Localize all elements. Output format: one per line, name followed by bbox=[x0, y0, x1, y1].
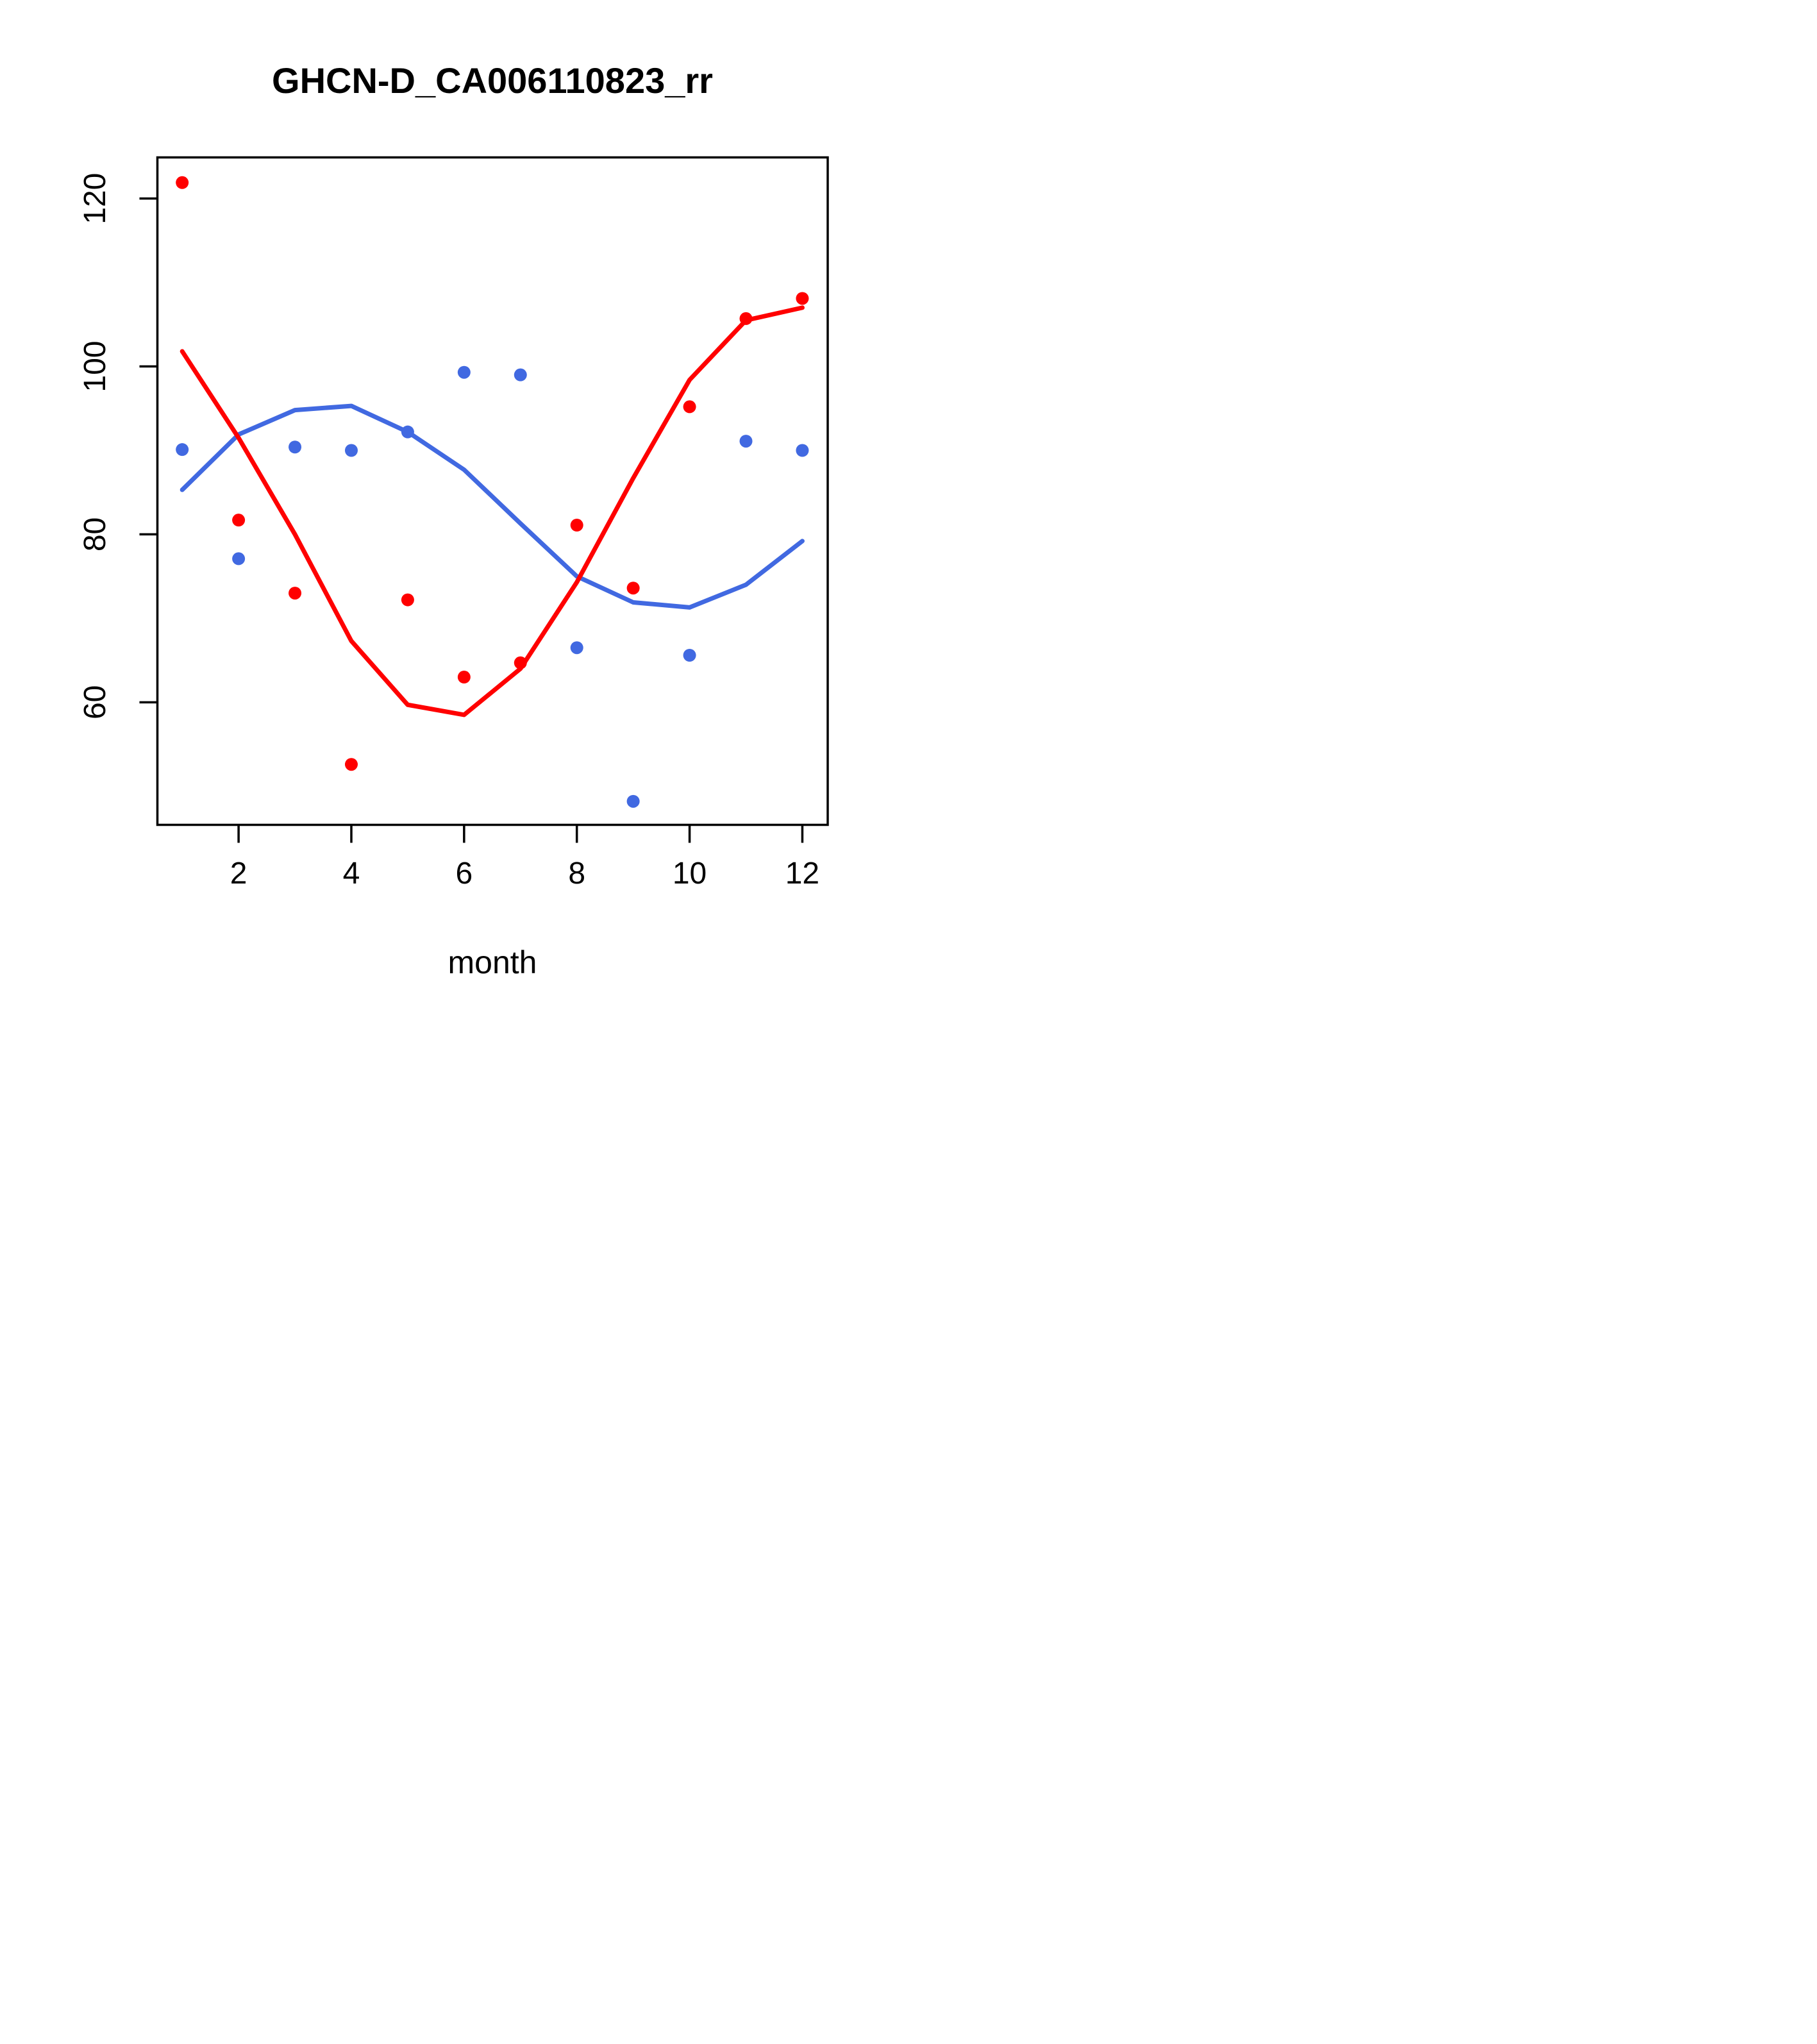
red-point-m1 bbox=[176, 176, 189, 189]
blue-point-m12 bbox=[796, 444, 809, 457]
red-point-m11 bbox=[739, 312, 753, 325]
plot-box bbox=[156, 156, 829, 826]
blue-point-m10 bbox=[683, 648, 696, 662]
y-tick-label: 60 bbox=[78, 685, 112, 719]
y-tick-label: 120 bbox=[78, 173, 112, 224]
x-tick-label: 6 bbox=[455, 857, 473, 891]
red-point-m10 bbox=[683, 400, 696, 414]
x-tick-label: 10 bbox=[673, 857, 707, 891]
y-tick-label: 100 bbox=[78, 341, 112, 392]
y-axis: 60 80 100 120 bbox=[78, 173, 158, 719]
x-tick-label: 12 bbox=[785, 857, 819, 891]
blue-point-m7 bbox=[514, 368, 527, 381]
blue-point-m3 bbox=[289, 440, 302, 454]
chart-title: GHCN-D_CA006110823_rr bbox=[272, 60, 713, 101]
red-point-m7 bbox=[514, 656, 527, 669]
red-point-m9 bbox=[626, 582, 640, 595]
r-plot-figure: GHCN-D_CA006110823_rr 2 4 6 8 10 12 60 80 100 12… bbox=[0, 0, 908, 1022]
red-point-m12 bbox=[796, 292, 809, 305]
blue-smooth-line bbox=[180, 403, 805, 610]
chart: GHCN-D_CA006110823_rr 2 4 6 8 10 12 60 80 100 12… bbox=[78, 60, 829, 980]
blue-point-m11 bbox=[739, 435, 753, 448]
data-series bbox=[176, 176, 809, 808]
red-smooth-line bbox=[180, 305, 805, 717]
x-tick-label: 8 bbox=[568, 857, 585, 891]
red-point-m2 bbox=[232, 514, 246, 527]
x-tick-label: 2 bbox=[230, 857, 247, 891]
red-point-m6 bbox=[457, 671, 471, 684]
red-point-m3 bbox=[289, 587, 302, 600]
red-point-m8 bbox=[570, 519, 583, 532]
red-point-m5 bbox=[401, 593, 414, 607]
red-point-m4 bbox=[344, 758, 358, 771]
x-axis: 2 4 6 8 10 12 bbox=[230, 825, 819, 891]
plot-border bbox=[156, 156, 829, 826]
x-tick-label: 4 bbox=[343, 857, 360, 891]
blue-point-m9 bbox=[626, 794, 640, 808]
blue-point-m1 bbox=[176, 443, 189, 457]
blue-point-m4 bbox=[344, 444, 358, 457]
blue-point-m6 bbox=[457, 365, 471, 379]
x-axis-label: month bbox=[448, 944, 537, 980]
blue-point-m5 bbox=[401, 425, 414, 439]
y-tick-label: 80 bbox=[78, 517, 112, 551]
blue-point-m8 bbox=[570, 641, 583, 655]
blue-point-m2 bbox=[232, 552, 246, 565]
